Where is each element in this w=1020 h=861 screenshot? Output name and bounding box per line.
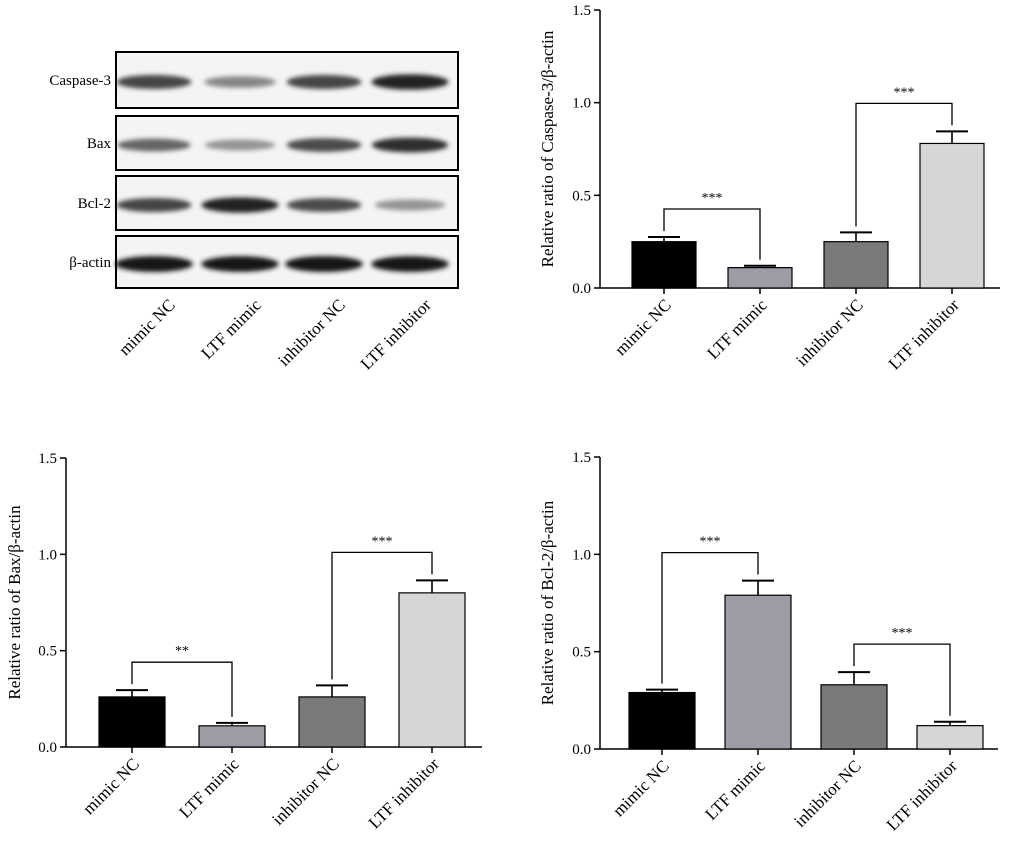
blot-band (285, 256, 363, 272)
x-tick-label: LTF inhibitor (885, 295, 963, 373)
bar-1 (628, 691, 696, 750)
significance-bracket (661, 551, 759, 684)
blot-lane-label: LTF inhibitor (357, 295, 435, 373)
blot-band (204, 76, 276, 88)
blot-band (286, 75, 362, 89)
blot-row-label: β-actin (69, 255, 111, 271)
y-tick-label: 1.5 (38, 451, 57, 467)
x-tick-label: LTF inhibitor (883, 756, 961, 834)
blot-band (371, 74, 449, 90)
x-tick-label: mimic NC (79, 754, 143, 818)
bar-4 (916, 725, 984, 750)
y-tick-label: 0.0 (572, 281, 591, 297)
western-blot-panel: Caspase-3 Bax Bcl-2 β-actin mimic NC LTF mimi… (49, 51, 459, 374)
significance-label: *** (702, 191, 723, 206)
significance-bracket (131, 661, 233, 717)
blot-band (374, 199, 446, 211)
y-tick-label: 0.5 (38, 644, 57, 660)
bar-3 (820, 684, 888, 750)
bar-1 (631, 241, 697, 289)
blot-band (115, 256, 193, 272)
y-tick-label: 0.0 (572, 742, 591, 758)
significance-bracket (855, 102, 953, 227)
blot-band (117, 138, 191, 152)
y-tick-label: 1.5 (572, 450, 591, 466)
caspase3-bar-chart: 0.0 0.5 1.0 1.5 Relative ratio of Caspase-3/… (538, 3, 1000, 374)
bar-2 (727, 267, 793, 289)
bax-bar-chart: 0.0 0.5 1.0 1.5 Relative ratio of Bax/β-acti… (5, 451, 482, 833)
y-tick-label: 1.0 (572, 96, 591, 112)
y-tick-label: 1.5 (572, 3, 591, 19)
blot-row-label: Bcl-2 (78, 196, 111, 212)
bar-3 (298, 696, 366, 748)
significance-bracket (663, 208, 761, 260)
significance-label: *** (372, 534, 393, 549)
blot-lane-label: LTF mimic (197, 295, 265, 363)
significance-label: *** (892, 626, 913, 641)
y-tick-label: 0.5 (572, 188, 591, 204)
blot-lane-label: inhibitor NC (274, 295, 349, 370)
x-tick-label: inhibitor NC (268, 754, 343, 829)
x-tick-label: inhibitor NC (792, 295, 867, 370)
x-tick-label: LTF mimic (701, 756, 769, 824)
blot-band (286, 198, 362, 212)
y-axis-label: Relative ratio of Bcl-2/β-actin (538, 500, 557, 705)
blot-lane-label: mimic NC (115, 295, 179, 359)
significance-label: *** (894, 85, 915, 100)
y-axis-label: Relative ratio of Caspase-3/β-actin (538, 30, 557, 267)
significance-label: *** (700, 535, 721, 550)
significance-bracket (331, 551, 433, 680)
blot-band (204, 139, 276, 151)
blot-band (201, 256, 279, 272)
bar-2 (724, 594, 792, 750)
x-tick-label: inhibitor NC (790, 756, 865, 831)
y-axis-label: Relative ratio of Bax/β-actin (5, 505, 24, 700)
significance-label: ** (175, 644, 189, 659)
bar-1 (98, 696, 166, 748)
x-tick-label: LTF mimic (175, 754, 243, 822)
blot-band (201, 197, 279, 213)
blot-band (371, 256, 449, 272)
bar-4 (919, 142, 985, 289)
y-tick-label: 0.0 (38, 740, 57, 756)
blot-band (286, 138, 362, 152)
y-tick-label: 0.5 (572, 645, 591, 661)
bcl2-bar-chart: 0.0 0.5 1.0 1.5 Relative ratio of Bcl-2/β-ac… (538, 450, 998, 835)
significance-bracket (853, 643, 951, 716)
blot-band (116, 198, 192, 212)
x-tick-label: LTF mimic (703, 295, 771, 363)
x-tick-label: mimic NC (609, 756, 673, 820)
x-tick-label: mimic NC (611, 295, 675, 359)
bar-4 (398, 592, 466, 748)
blot-row-label: Caspase-3 (49, 73, 111, 89)
blot-band (371, 137, 449, 153)
blot-band (116, 75, 192, 89)
bar-3 (823, 241, 889, 289)
blot-row-label: Bax (87, 136, 112, 152)
bar-2 (198, 725, 266, 748)
y-tick-label: 1.0 (572, 547, 591, 563)
x-tick-label: LTF inhibitor (365, 754, 443, 832)
y-tick-label: 1.0 (38, 547, 57, 563)
